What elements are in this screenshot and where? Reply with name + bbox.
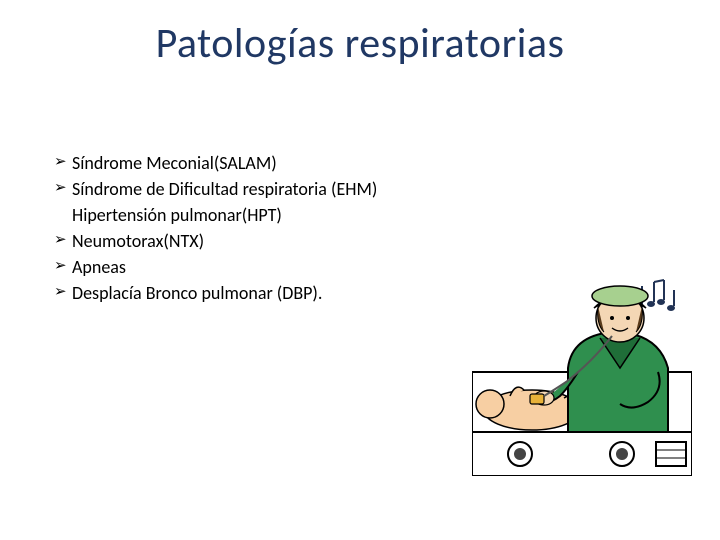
list-item: ➢ Desplacía Bronco pulmonar (DBP). [54, 280, 484, 306]
bullet-marker-icon: ➢ [54, 176, 72, 202]
list-item: ➢ Síndrome de Dificultad respiratoria (E… [54, 176, 484, 202]
nurse-incubator-illustration-icon [472, 276, 692, 476]
bullet-text: Síndrome de Dificultad respiratoria (EHM… [72, 176, 484, 202]
slide: Patologías respiratorias ➢ Síndrome Meco… [0, 0, 720, 540]
bullet-text: Desplacía Bronco pulmonar (DBP). [72, 280, 484, 306]
bullet-text: Apneas [72, 254, 484, 280]
bullet-marker-icon: ➢ [54, 228, 72, 254]
list-item: ➢ Apneas [54, 254, 484, 280]
bullet-text: Hipertensión pulmonar(HPT) [72, 202, 484, 228]
slide-title: Patologías respiratorias [0, 18, 720, 69]
bullet-text: Neumotorax(NTX) [72, 228, 484, 254]
list-item: ➢ Síndrome Meconial(SALAM) [54, 150, 484, 176]
bullet-text: Síndrome Meconial(SALAM) [72, 150, 484, 176]
bullet-marker-icon: ➢ [54, 150, 72, 176]
bullet-list: ➢ Síndrome Meconial(SALAM) ➢ Síndrome de… [54, 150, 484, 307]
bullet-marker-icon: ➢ [54, 280, 72, 306]
bullet-marker-icon: ➢ [54, 254, 72, 280]
list-item: Hipertensión pulmonar(HPT) [54, 202, 484, 228]
list-item: ➢ Neumotorax(NTX) [54, 228, 484, 254]
